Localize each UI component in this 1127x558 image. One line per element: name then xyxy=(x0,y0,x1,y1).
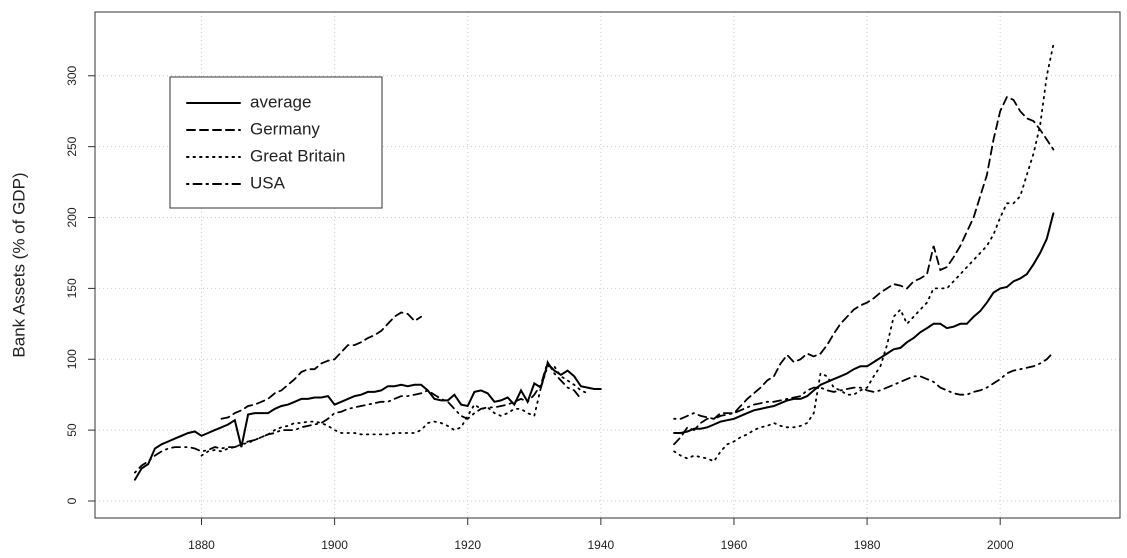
legend-box xyxy=(169,76,383,209)
y-tick-label: 100 xyxy=(65,349,79,369)
legend-label: Germany xyxy=(250,119,320,138)
y-tick-label: 250 xyxy=(65,136,79,156)
x-tick-label: 1880 xyxy=(188,538,215,552)
y-tick-label: 0 xyxy=(65,497,79,504)
series-line xyxy=(200,43,1055,463)
y-tick-label: 150 xyxy=(65,278,79,298)
series-line xyxy=(133,212,1055,481)
series-line xyxy=(134,351,1055,474)
legend: average Germany Great Britain USA xyxy=(169,76,383,209)
y-axis-label: Bank Assets (% of GDP) xyxy=(9,172,28,357)
plot-frame xyxy=(94,11,1121,519)
legend-label: Great Britain xyxy=(250,146,345,165)
x-tick-label: 1940 xyxy=(587,538,614,552)
x-tick-label: 1920 xyxy=(454,538,481,552)
x-tick-label: 2000 xyxy=(987,538,1014,552)
y-tick-label: 300 xyxy=(65,65,79,85)
y-tick-label: 200 xyxy=(65,207,79,227)
legend-label: average xyxy=(250,92,311,111)
series-line xyxy=(220,95,1055,446)
x-tick-label: 1980 xyxy=(854,538,881,552)
x-tick-label: 1960 xyxy=(721,538,748,552)
x-tick-label: 1900 xyxy=(321,538,348,552)
y-tick-label: 50 xyxy=(65,423,79,437)
legend-label: USA xyxy=(250,173,286,192)
